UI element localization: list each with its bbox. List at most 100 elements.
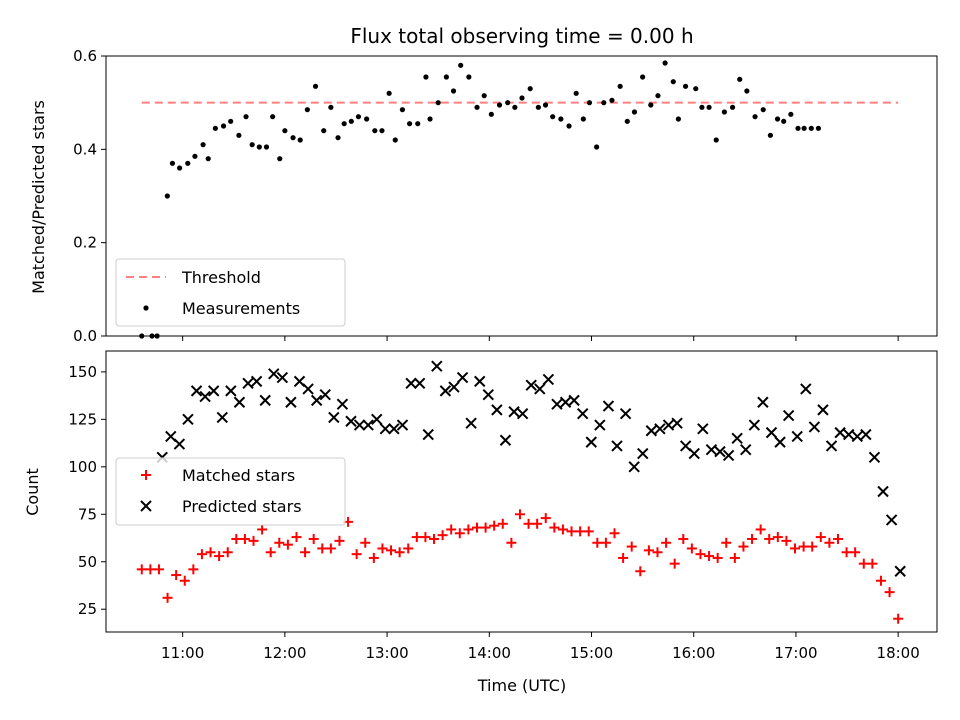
predicted-point xyxy=(559,396,572,408)
matched-point xyxy=(196,549,207,560)
predicted-point-b xyxy=(482,388,495,401)
predicted-point-b xyxy=(791,430,803,443)
matched-point xyxy=(600,537,611,548)
measurement-point xyxy=(423,74,429,80)
matched-point xyxy=(497,518,508,529)
predicted-point xyxy=(834,426,846,439)
predicted-point xyxy=(448,381,460,393)
predicted-point xyxy=(345,415,357,427)
predicted-point xyxy=(525,379,537,391)
matched-point xyxy=(867,558,878,569)
predicted-point-b xyxy=(448,381,460,393)
matched-point xyxy=(772,532,783,543)
predicted-point xyxy=(216,411,228,424)
predicted-point-b xyxy=(843,428,855,441)
predicted-point-b xyxy=(757,396,769,408)
predicted-point xyxy=(225,385,237,397)
predicted-point-b xyxy=(894,565,906,577)
matched-point xyxy=(179,575,190,586)
predicted-point-b xyxy=(405,377,417,389)
measurement-point xyxy=(601,100,607,106)
top-panel: 0.0 0.2 0.4 0.6 Matched/Predicted stars Thr… xyxy=(29,47,938,345)
predicted-point-b xyxy=(679,440,692,452)
matched-point xyxy=(386,545,397,556)
predicted-point xyxy=(379,423,392,435)
matched-point xyxy=(566,526,577,537)
predicted-point-b xyxy=(748,419,761,431)
predicted-point-b xyxy=(860,428,872,441)
predicted-point xyxy=(800,383,812,395)
measurement-point xyxy=(781,118,787,124)
top-legend-box xyxy=(115,258,346,327)
measurement-point xyxy=(321,128,327,134)
predicted-point-b xyxy=(525,379,537,391)
matched-point xyxy=(643,545,654,556)
predicted-point-b xyxy=(628,461,640,473)
matched-point xyxy=(858,558,869,569)
matched-point xyxy=(446,524,457,535)
legend-matched-label: Matched stars xyxy=(182,466,295,485)
measurement-point xyxy=(458,62,464,68)
measurement-point xyxy=(566,123,572,129)
predicted-point-b xyxy=(491,404,503,416)
predicted-point xyxy=(190,385,203,397)
measurement-point xyxy=(662,60,668,66)
measurement-point xyxy=(220,123,227,129)
measurement-point xyxy=(466,74,472,80)
predicted-point-b xyxy=(645,425,658,437)
measurement-point xyxy=(729,104,736,110)
predicted-point-b xyxy=(782,409,795,422)
matched-point xyxy=(755,524,766,535)
legend-threshold-label: Threshold xyxy=(181,268,261,287)
matched-point xyxy=(609,528,620,539)
predicted-point-b xyxy=(474,375,486,388)
predicted-point xyxy=(765,426,778,439)
matched-point xyxy=(575,526,586,537)
predicted-point-b xyxy=(877,485,889,498)
predicted-point xyxy=(843,428,855,441)
predicted-point xyxy=(474,375,486,388)
predicted-point xyxy=(611,440,623,452)
matched-point xyxy=(136,564,147,575)
predicted-point-b xyxy=(259,394,271,407)
x-tick-label: 18:00 xyxy=(877,644,920,662)
matched-point xyxy=(618,552,629,563)
predicted-point xyxy=(250,375,263,388)
x-tick-label: 11:00 xyxy=(161,644,204,662)
measurement-point xyxy=(169,160,176,166)
predicted-point-b xyxy=(207,385,220,397)
matched-point xyxy=(635,566,646,577)
predicted-point xyxy=(413,377,426,389)
measurement-point xyxy=(737,76,743,82)
predicted-point xyxy=(439,385,452,397)
matched-point xyxy=(790,543,801,554)
predicted-point xyxy=(302,383,314,395)
matched-point xyxy=(824,537,835,548)
predicted-point-b xyxy=(276,371,289,384)
predicted-point xyxy=(182,413,194,426)
predicted-point xyxy=(877,485,889,498)
predicted-point xyxy=(705,444,718,456)
bottom-y-tick-label: 75 xyxy=(78,505,97,523)
x-tick-label: 14:00 xyxy=(468,644,511,662)
predicted-point xyxy=(353,419,366,431)
predicted-point-b xyxy=(576,407,589,420)
legend-matched-swatch xyxy=(141,470,151,480)
bottom-legend-box xyxy=(115,457,346,526)
predicted-point-b xyxy=(516,407,529,420)
bottom-panel: 25 50 75 100 125 150 11:00 12:00 13:00 14:00 15:0… xyxy=(23,350,938,695)
predicted-point-b xyxy=(808,421,821,433)
predicted-point xyxy=(757,396,769,408)
matched-point xyxy=(626,541,637,552)
predicted-point xyxy=(173,438,186,450)
top-y-tick-label: 0.2 xyxy=(73,234,97,252)
measurement-point xyxy=(372,128,378,134)
predicted-point xyxy=(671,417,683,429)
x-tick-label: 15:00 xyxy=(570,644,613,662)
measurement-point xyxy=(348,118,354,124)
predicted-point xyxy=(422,428,434,441)
measurement-point xyxy=(328,104,334,110)
measurement-point xyxy=(263,144,270,150)
predicted-point-b xyxy=(396,419,409,431)
